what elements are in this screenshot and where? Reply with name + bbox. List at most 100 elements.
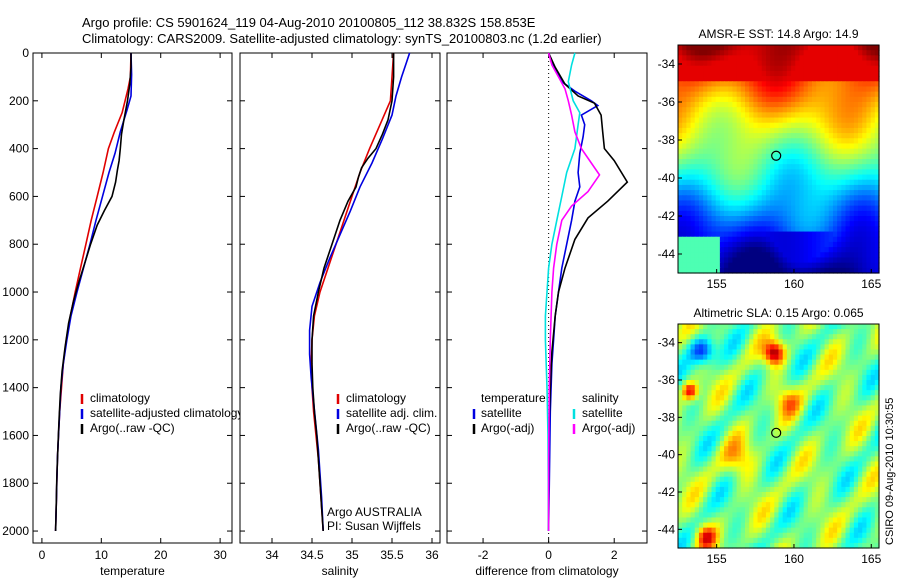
map-cell [678,184,683,191]
map-cell [682,102,687,108]
map-cell [828,138,834,145]
map-cell [795,497,801,503]
x-tick-label: 160 [784,552,804,566]
map-cell [698,492,704,498]
y-tick-label: -44 [658,522,676,536]
map-cell [761,410,767,417]
map-cell [686,481,692,488]
map-cell [807,344,813,351]
map-cell [770,471,775,478]
map-cell [778,405,784,412]
map-cell [761,517,767,524]
map-cell [849,143,855,150]
map-cell [690,122,696,129]
map-cell [866,200,872,207]
map-cell [682,200,687,207]
map-cell [812,481,817,488]
map-cell [774,164,780,170]
map-cell [740,164,746,170]
map-cell [724,522,729,529]
map-cell [786,339,792,345]
map-cell [740,143,746,150]
map-cell [803,349,809,356]
map-cell [740,226,746,233]
map-cell [728,262,734,269]
map-cell [862,138,868,145]
map-cell [707,127,713,134]
map-cell [862,400,868,407]
map-cell [765,512,771,519]
map-cell [745,507,750,513]
map-cell [837,507,842,513]
map-cell [837,334,842,340]
map-cell [782,451,788,457]
map-cell [690,359,696,366]
map-cell [795,102,801,108]
map-cell [812,257,817,264]
map-cell [841,96,847,103]
map-cell [874,241,880,248]
map-cell [816,55,821,62]
map-cell [824,395,830,401]
map-cell [686,65,692,72]
map-cell [694,267,700,274]
map-cell [774,344,780,351]
map-cell [807,190,813,196]
map-cell [816,210,821,217]
map-cell [698,354,704,361]
map-cell [816,385,821,391]
map-cell [732,107,738,113]
map-cell [749,96,754,103]
map-cell [858,385,863,391]
map-cell [845,441,851,447]
map-cell [812,329,817,335]
map-cell [782,190,788,196]
map-cell [803,247,809,253]
map-cell [711,231,717,238]
map-cell [707,344,713,351]
map-cell [870,96,876,103]
map-cell [858,164,863,170]
map-cell [736,133,742,139]
map-cell [799,324,805,330]
map-cell [874,236,880,243]
map-cell [698,45,704,51]
map-cell [724,226,729,233]
map-cell [845,425,851,432]
map-cell [862,537,868,544]
map-cell [816,174,821,181]
map-cell [740,476,746,483]
map-cell [849,184,855,191]
map-cell [686,339,692,345]
map-cell [686,247,692,253]
map-cell [736,76,742,82]
map-cell [862,324,868,330]
map-cell [703,512,708,519]
map-cell [724,349,729,356]
map-cell [740,324,746,330]
map-cell [799,349,805,356]
map-cell [686,241,692,248]
map-cell [740,45,746,51]
map-cell [782,420,788,427]
map-cell [858,226,863,233]
map-cell [765,257,771,264]
map-cell [753,390,759,396]
map-cell [770,354,775,361]
map-cell [874,492,880,498]
map-cell [858,369,863,376]
map-cell [807,65,813,72]
map-cell [698,430,704,437]
map-cell [803,70,809,77]
map-cell [694,55,700,62]
map-cell [694,236,700,243]
map-cell [686,512,692,519]
map-cell [795,179,801,186]
map-cell [812,410,817,417]
map-cell [816,369,821,376]
map-cell [832,252,838,259]
map-cell [682,81,687,88]
map-cell [870,195,876,202]
map-cell [820,153,826,160]
